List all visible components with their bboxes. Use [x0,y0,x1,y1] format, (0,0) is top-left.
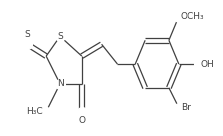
Text: OCH₃: OCH₃ [181,12,204,21]
Text: S: S [57,32,63,41]
Text: Br: Br [181,103,191,112]
Text: N: N [57,79,63,88]
Text: OH: OH [200,60,214,69]
Text: S: S [25,30,30,39]
Text: O: O [78,115,85,125]
Text: H₃C: H₃C [27,107,43,116]
